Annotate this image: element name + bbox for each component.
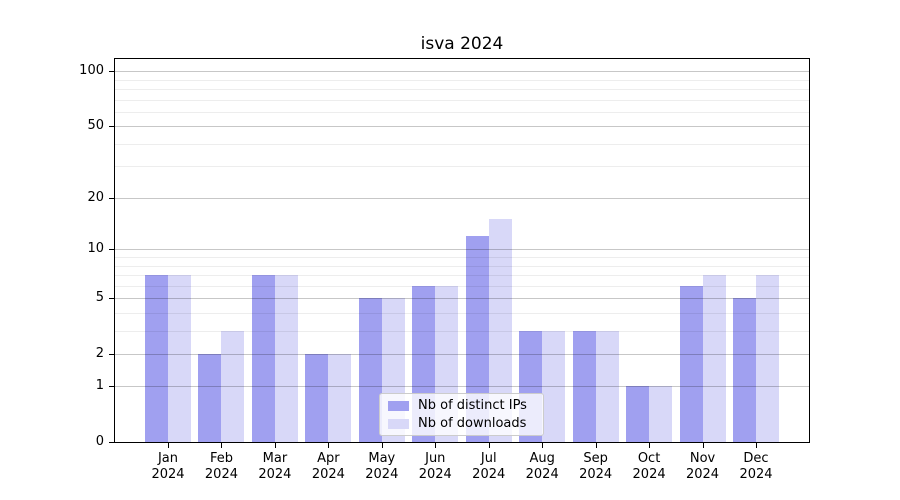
x-tick-mark (649, 443, 651, 448)
gridline-2 (115, 353, 809, 355)
gridline-60 (115, 111, 809, 113)
y-tick-label-0: 0 (95, 434, 104, 449)
x-tick-mark (221, 443, 223, 448)
chart-title: isva 2024 (420, 34, 504, 54)
x-tick-label-mar: Mar 2024 (258, 451, 292, 482)
gridline-7 (115, 275, 809, 277)
y-tick-label-10: 10 (87, 241, 104, 257)
bar-jan-distinct-ips (145, 275, 168, 442)
bar-nov-distinct-ips (679, 285, 703, 442)
x-tick-label-jun: Jun 2024 (418, 451, 452, 482)
gridline-50 (115, 126, 809, 128)
y-tick-mark (109, 197, 114, 199)
x-tick-mark (702, 443, 704, 448)
bar-jul-distinct-ips (465, 236, 489, 442)
gridline-90 (115, 79, 809, 81)
gridline-80 (115, 89, 809, 91)
bar-oct-downloads (649, 386, 673, 442)
plot-area: Nb of distinct IPs Nb of downloads (114, 58, 810, 443)
legend-item-downloads: Nb of downloads (388, 416, 535, 431)
bar-sep-downloads (595, 330, 619, 442)
x-tick-label-jul: Jul 2024 (472, 451, 506, 482)
x-tick-label-apr: Apr 2024 (311, 451, 345, 482)
gridline-8 (115, 265, 809, 267)
legend-swatch-distinct-ips-icon (388, 400, 409, 411)
gridline-70 (115, 99, 809, 101)
bar-apr-distinct-ips (305, 353, 329, 442)
gridline-100 (115, 71, 809, 73)
legend-label-distinct-ips: Nb of distinct IPs (418, 398, 527, 413)
gridline-1 (115, 386, 809, 388)
x-tick-label-may: May 2024 (365, 451, 399, 482)
legend-swatch-downloads-icon (388, 418, 409, 429)
x-tick-label-jan: Jan 2024 (151, 451, 185, 482)
bar-dec-downloads (756, 275, 779, 442)
bar-feb-downloads (221, 330, 245, 442)
y-tick-mark (109, 126, 114, 128)
x-tick-label-aug: Aug 2024 (525, 451, 559, 482)
bar-mar-distinct-ips (251, 275, 275, 442)
bar-jul-downloads (488, 219, 512, 442)
bar-aug-downloads (542, 330, 566, 442)
y-tick-mark (109, 249, 114, 251)
x-tick-mark (435, 443, 437, 448)
gridline-6 (115, 285, 809, 287)
x-tick-label-feb: Feb 2024 (204, 451, 238, 482)
x-tick-mark (756, 443, 757, 448)
x-tick-mark (274, 443, 276, 448)
y-tick-mark (109, 442, 114, 443)
bar-oct-distinct-ips (626, 386, 650, 442)
gridline-40 (115, 143, 809, 145)
bar-mar-downloads (274, 275, 298, 442)
y-tick-label-2: 2 (95, 345, 104, 361)
y-tick-label-5: 5 (95, 290, 104, 306)
x-tick-mark (168, 443, 169, 448)
gridline-3 (115, 330, 809, 332)
x-tick-label-oct: Oct 2024 (632, 451, 666, 482)
x-tick-label-nov: Nov 2024 (685, 451, 720, 482)
x-tick-mark (488, 443, 490, 448)
x-tick-label-dec: Dec 2024 (739, 451, 773, 482)
y-tick-mark (109, 353, 114, 355)
gridline-9 (115, 257, 809, 259)
gridline-5 (115, 298, 809, 300)
y-tick-label-50: 50 (87, 118, 104, 134)
bar-nov-downloads (702, 275, 726, 442)
bars-layer (115, 59, 809, 442)
bar-dec-distinct-ips (733, 298, 756, 442)
x-tick-mark (381, 443, 383, 448)
y-tick-label-100: 100 (79, 63, 104, 79)
y-tick-mark (109, 386, 114, 388)
legend-label-downloads: Nb of downloads (418, 416, 527, 431)
y-tick-mark (109, 298, 114, 300)
x-tick-label-sep: Sep 2024 (579, 451, 613, 482)
bar-apr-downloads (328, 353, 352, 442)
y-tick-mark (109, 71, 114, 73)
gridline-4 (115, 312, 809, 314)
legend-item-distinct-ips: Nb of distinct IPs (388, 398, 535, 413)
y-tick-label-1: 1 (95, 378, 104, 394)
bar-may-distinct-ips (358, 298, 382, 442)
bar-feb-distinct-ips (198, 353, 222, 442)
x-tick-mark (595, 443, 597, 448)
x-tick-mark (328, 443, 330, 448)
grid-layer (115, 59, 809, 442)
y-tick-label-20: 20 (87, 189, 104, 205)
bar-sep-distinct-ips (572, 330, 596, 442)
legend: Nb of distinct IPs Nb of downloads (379, 393, 544, 436)
gridline-10 (115, 249, 809, 251)
gridline-20 (115, 197, 809, 199)
bar-jan-downloads (168, 275, 191, 442)
x-tick-mark (542, 443, 544, 448)
gridline-30 (115, 166, 809, 168)
